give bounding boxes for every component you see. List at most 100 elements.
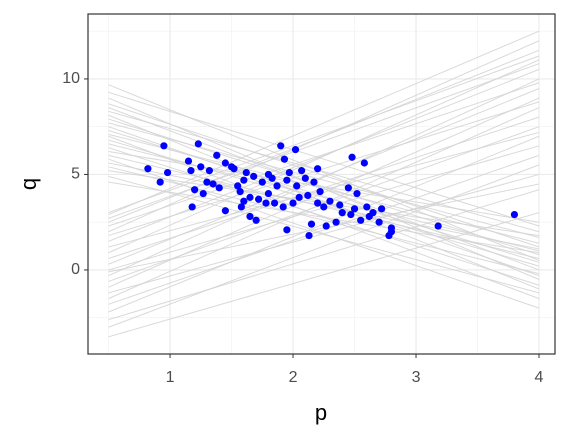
- y-tick-label: 5: [71, 166, 80, 183]
- point: [301, 174, 309, 182]
- point: [434, 222, 442, 230]
- point: [237, 203, 245, 211]
- sample-line: [108, 116, 540, 259]
- point: [246, 212, 254, 221]
- panel-border: [87, 13, 556, 355]
- point: [268, 174, 276, 182]
- point: [270, 199, 279, 207]
- point: [197, 163, 205, 171]
- point: [316, 188, 324, 196]
- x-tick-label: 4: [535, 369, 544, 386]
- sample-line: [108, 154, 540, 305]
- sample-line: [108, 175, 540, 294]
- sample-line: [108, 114, 540, 290]
- sample-line: [108, 110, 540, 233]
- point: [305, 231, 313, 240]
- point: [199, 189, 207, 198]
- point: [320, 203, 328, 211]
- point: [304, 191, 312, 200]
- sample-line: [108, 166, 540, 275]
- point: [254, 195, 263, 203]
- point: [277, 142, 285, 150]
- point: [187, 167, 195, 175]
- point: [285, 168, 293, 177]
- point: [295, 193, 303, 201]
- point: [307, 220, 316, 228]
- point: [264, 189, 273, 198]
- point: [184, 157, 193, 165]
- point: [230, 165, 238, 173]
- point: [191, 186, 199, 194]
- point: [240, 197, 248, 205]
- sample-line: [108, 59, 540, 254]
- point: [293, 182, 301, 190]
- sample-line: [108, 147, 540, 286]
- point: [252, 216, 260, 224]
- point: [322, 222, 330, 230]
- sample-line: [108, 82, 540, 227]
- sample-line: [108, 126, 540, 277]
- sample-line: [108, 49, 540, 223]
- point: [332, 218, 340, 226]
- point: [510, 210, 519, 219]
- point: [188, 203, 196, 211]
- sample-line: [108, 189, 540, 321]
- point: [357, 216, 365, 224]
- point: [336, 201, 344, 209]
- point: [240, 176, 248, 184]
- point: [377, 205, 386, 213]
- point: [262, 199, 270, 207]
- point: [163, 168, 172, 177]
- point: [156, 178, 164, 186]
- point: [236, 188, 244, 196]
- point: [369, 209, 377, 217]
- sample-line: [108, 212, 540, 338]
- point: [348, 153, 356, 161]
- point: [160, 142, 168, 150]
- point: [283, 226, 291, 234]
- point: [205, 167, 213, 175]
- point: [258, 178, 266, 186]
- sample-line: [108, 151, 540, 223]
- point: [314, 199, 322, 207]
- point: [363, 203, 371, 211]
- point: [221, 207, 229, 215]
- point: [213, 151, 221, 159]
- x-tick-label: 3: [412, 369, 421, 386]
- sample-line: [108, 107, 540, 300]
- x-tick-label: 2: [289, 369, 298, 386]
- point: [314, 165, 322, 173]
- sample-line: [108, 91, 540, 227]
- point: [338, 209, 346, 217]
- sample-line: [108, 122, 540, 238]
- point: [347, 210, 355, 219]
- point: [209, 180, 217, 188]
- point: [298, 167, 306, 175]
- point: [144, 165, 152, 173]
- y-tick-label: 10: [62, 70, 80, 87]
- point: [375, 218, 383, 226]
- point: [289, 199, 297, 207]
- sample-line: [108, 68, 540, 242]
- x-axis-label: p: [315, 400, 327, 425]
- point: [234, 182, 242, 190]
- sample-line: [108, 84, 540, 261]
- point: [360, 159, 368, 167]
- point: [242, 168, 250, 177]
- sample-line: [108, 55, 540, 214]
- point: [194, 140, 202, 148]
- point: [326, 197, 334, 205]
- sample-line: [108, 164, 540, 328]
- point: [221, 159, 229, 167]
- point: [344, 184, 352, 192]
- sample-line: [108, 78, 540, 277]
- sample-line: [108, 131, 540, 248]
- point: [283, 176, 291, 184]
- point: [246, 193, 254, 201]
- point: [279, 203, 287, 211]
- point: [350, 205, 359, 213]
- point: [310, 178, 318, 186]
- y-axis-label: q: [16, 178, 41, 190]
- point: [273, 182, 281, 190]
- sample-line: [108, 101, 540, 237]
